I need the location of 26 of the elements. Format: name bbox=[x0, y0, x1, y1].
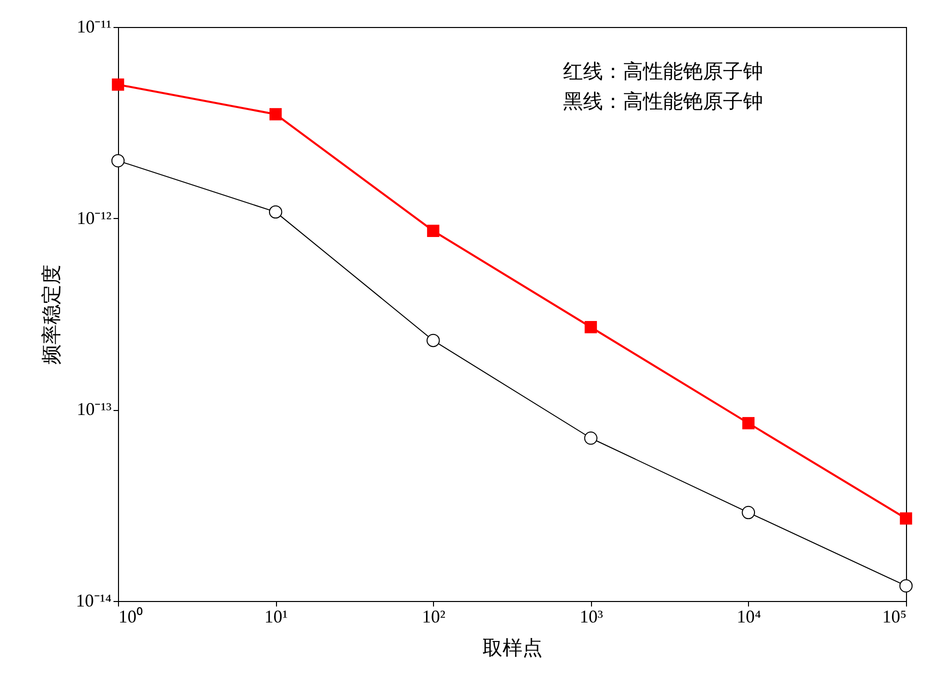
point bbox=[742, 417, 755, 430]
point bbox=[742, 506, 756, 520]
x-tick-label: 10¹ bbox=[264, 606, 288, 626]
x-axis-title: 取样点 bbox=[482, 638, 542, 660]
x-tick-label: 10⁵ bbox=[882, 606, 906, 626]
y-tick-label: 10⁻¹⁴ bbox=[76, 590, 112, 610]
point bbox=[584, 321, 597, 334]
x-tick-label: 10⁴ bbox=[736, 606, 762, 626]
point bbox=[584, 432, 598, 445]
point bbox=[427, 224, 440, 237]
point bbox=[899, 579, 913, 592]
y-tick-label: 10⁻¹² bbox=[76, 208, 112, 228]
point bbox=[111, 154, 125, 168]
point bbox=[112, 78, 124, 91]
y-tick-label: 10⁻¹³ bbox=[76, 399, 112, 420]
x-tick-label: 10² bbox=[422, 606, 446, 626]
point bbox=[268, 205, 282, 219]
point bbox=[426, 334, 440, 348]
x-tick-label: 10³ bbox=[580, 606, 604, 626]
point bbox=[269, 108, 282, 120]
y-tick-label: 10⁻¹¹ bbox=[76, 16, 112, 36]
annotation: 红线：高性能铯原子钟 bbox=[563, 60, 763, 83]
point bbox=[900, 512, 912, 525]
annotation: 黑线：高性能铯原子钟 bbox=[563, 90, 763, 113]
x-tick-label: 10⁰ bbox=[118, 606, 142, 626]
y-axis-title: 频率稳定度 bbox=[40, 264, 63, 364]
